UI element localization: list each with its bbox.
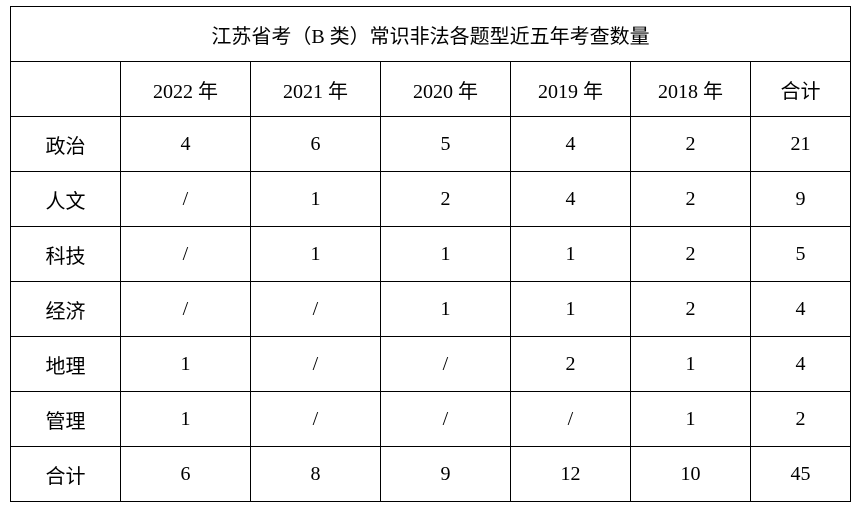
cell: 9 <box>750 172 850 227</box>
cell: / <box>120 227 250 282</box>
cell: 10 <box>630 447 750 502</box>
cell: / <box>250 282 380 337</box>
col-header-4: 2019 年 <box>510 62 630 117</box>
cell: 12 <box>510 447 630 502</box>
cell: 1 <box>250 227 380 282</box>
table-row: 地理 1 / / 2 1 4 <box>10 337 850 392</box>
cell: 2 <box>630 282 750 337</box>
cell: / <box>380 392 510 447</box>
table-row: 经济 / / 1 1 2 4 <box>10 282 850 337</box>
cell: 2 <box>750 392 850 447</box>
cell: 4 <box>510 117 630 172</box>
col-header-6: 合计 <box>750 62 850 117</box>
col-header-3: 2020 年 <box>380 62 510 117</box>
cell: 6 <box>250 117 380 172</box>
table-row: 管理 1 / / / 1 2 <box>10 392 850 447</box>
cell: 1 <box>380 282 510 337</box>
data-table: 江苏省考（B 类）常识非法各题型近五年考查数量 2022 年 2021 年 20… <box>10 6 851 502</box>
row-label: 人文 <box>10 172 120 227</box>
cell: 45 <box>750 447 850 502</box>
cell: 2 <box>380 172 510 227</box>
title-row: 江苏省考（B 类）常识非法各题型近五年考查数量 <box>10 7 850 62</box>
cell: 1 <box>120 337 250 392</box>
header-row: 2022 年 2021 年 2020 年 2019 年 2018 年 合计 <box>10 62 850 117</box>
table-title: 江苏省考（B 类）常识非法各题型近五年考查数量 <box>10 7 850 62</box>
cell: 1 <box>510 282 630 337</box>
cell: 2 <box>630 227 750 282</box>
cell: 4 <box>750 282 850 337</box>
row-label: 科技 <box>10 227 120 282</box>
cell: 1 <box>120 392 250 447</box>
col-header-5: 2018 年 <box>630 62 750 117</box>
cell: / <box>120 282 250 337</box>
col-header-0 <box>10 62 120 117</box>
cell: / <box>250 392 380 447</box>
row-label: 合计 <box>10 447 120 502</box>
cell: 4 <box>510 172 630 227</box>
cell: / <box>510 392 630 447</box>
cell: 1 <box>630 392 750 447</box>
row-label: 经济 <box>10 282 120 337</box>
cell: / <box>380 337 510 392</box>
cell: / <box>120 172 250 227</box>
table-row: 人文 / 1 2 4 2 9 <box>10 172 850 227</box>
cell: 2 <box>510 337 630 392</box>
cell: 21 <box>750 117 850 172</box>
cell: 4 <box>750 337 850 392</box>
cell: 4 <box>120 117 250 172</box>
col-header-1: 2022 年 <box>120 62 250 117</box>
row-label: 政治 <box>10 117 120 172</box>
cell: / <box>250 337 380 392</box>
table-row: 政治 4 6 5 4 2 21 <box>10 117 850 172</box>
row-label: 地理 <box>10 337 120 392</box>
cell: 1 <box>380 227 510 282</box>
col-header-2: 2021 年 <box>250 62 380 117</box>
cell: 1 <box>510 227 630 282</box>
cell: 6 <box>120 447 250 502</box>
cell: 1 <box>630 337 750 392</box>
cell: 5 <box>750 227 850 282</box>
cell: 2 <box>630 172 750 227</box>
table-row: 科技 / 1 1 1 2 5 <box>10 227 850 282</box>
cell: 1 <box>250 172 380 227</box>
cell: 9 <box>380 447 510 502</box>
total-row: 合计 6 8 9 12 10 45 <box>10 447 850 502</box>
row-label: 管理 <box>10 392 120 447</box>
cell: 5 <box>380 117 510 172</box>
cell: 8 <box>250 447 380 502</box>
cell: 2 <box>630 117 750 172</box>
